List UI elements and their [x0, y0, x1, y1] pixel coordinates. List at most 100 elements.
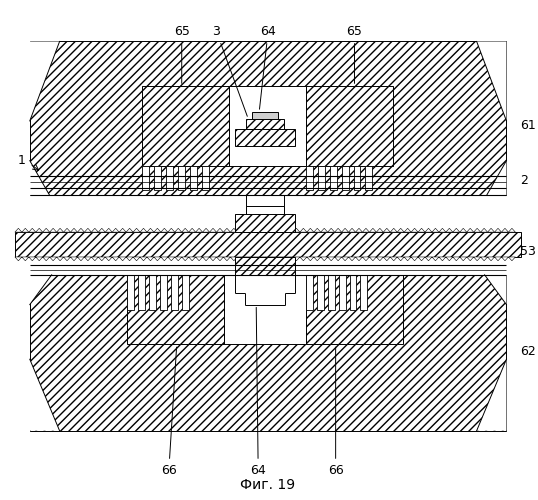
Polygon shape [36, 228, 43, 232]
Polygon shape [425, 228, 432, 232]
Polygon shape [377, 228, 383, 232]
Polygon shape [272, 257, 279, 261]
Polygon shape [363, 228, 370, 232]
Polygon shape [453, 257, 460, 261]
Polygon shape [265, 257, 272, 261]
Polygon shape [494, 257, 501, 261]
Polygon shape [182, 257, 189, 261]
Bar [306, 166, 313, 190]
Polygon shape [411, 257, 418, 261]
Polygon shape [286, 228, 293, 232]
Bar [154, 166, 161, 190]
Bar [138, 275, 145, 310]
Bar [246, 119, 284, 129]
Polygon shape [390, 257, 397, 261]
Polygon shape [487, 257, 494, 261]
Polygon shape [485, 275, 506, 304]
Polygon shape [501, 228, 508, 232]
Polygon shape [307, 228, 314, 232]
Polygon shape [501, 257, 508, 261]
Polygon shape [286, 257, 293, 261]
Polygon shape [63, 228, 70, 232]
Bar [328, 275, 335, 310]
Polygon shape [251, 228, 258, 232]
Bar [306, 275, 403, 344]
Text: 3: 3 [213, 25, 247, 116]
Polygon shape [377, 257, 383, 261]
Bar [246, 196, 284, 215]
Text: 64: 64 [259, 25, 276, 109]
Polygon shape [203, 228, 209, 232]
Bar [235, 129, 295, 146]
Text: 65: 65 [346, 25, 363, 84]
Text: 53: 53 [520, 246, 536, 258]
Polygon shape [390, 228, 397, 232]
Polygon shape [175, 228, 182, 232]
Polygon shape [480, 257, 487, 261]
Bar [224, 275, 306, 344]
Bar [160, 275, 167, 310]
Bar [190, 166, 196, 190]
Polygon shape [63, 257, 70, 261]
Polygon shape [244, 257, 251, 261]
Polygon shape [15, 228, 22, 232]
Bar [166, 166, 173, 190]
Polygon shape [161, 257, 168, 261]
Polygon shape [154, 228, 161, 232]
Polygon shape [168, 228, 175, 232]
Polygon shape [223, 228, 230, 232]
Polygon shape [404, 257, 411, 261]
Polygon shape [432, 228, 439, 232]
Polygon shape [473, 228, 480, 232]
Polygon shape [43, 228, 49, 232]
Polygon shape [36, 257, 43, 261]
Bar [30, 275, 506, 430]
Polygon shape [300, 257, 307, 261]
Polygon shape [321, 228, 328, 232]
Polygon shape [119, 257, 126, 261]
Polygon shape [230, 257, 237, 261]
Bar [306, 86, 393, 166]
Polygon shape [370, 257, 377, 261]
Polygon shape [126, 228, 133, 232]
Polygon shape [486, 160, 506, 196]
Polygon shape [133, 257, 140, 261]
Polygon shape [119, 228, 126, 232]
Polygon shape [77, 257, 84, 261]
Text: 1: 1 [18, 154, 26, 167]
Polygon shape [397, 228, 404, 232]
Polygon shape [467, 228, 473, 232]
Bar [365, 166, 372, 190]
Polygon shape [439, 257, 446, 261]
Polygon shape [30, 160, 49, 196]
Polygon shape [147, 257, 154, 261]
Polygon shape [29, 228, 36, 232]
Polygon shape [91, 257, 98, 261]
Polygon shape [209, 228, 216, 232]
Polygon shape [335, 257, 342, 261]
Polygon shape [279, 228, 286, 232]
Text: 66: 66 [328, 347, 344, 477]
Polygon shape [22, 257, 29, 261]
Polygon shape [70, 257, 77, 261]
Bar [252, 112, 278, 119]
Bar [306, 275, 313, 310]
Polygon shape [98, 228, 105, 232]
Polygon shape [30, 359, 60, 430]
Polygon shape [189, 228, 196, 232]
Polygon shape [383, 257, 390, 261]
Polygon shape [49, 228, 56, 232]
Polygon shape [84, 257, 91, 261]
Polygon shape [508, 228, 515, 232]
Bar [318, 166, 325, 190]
Polygon shape [251, 257, 258, 261]
Polygon shape [140, 257, 147, 261]
Text: 65: 65 [174, 25, 190, 84]
Polygon shape [439, 228, 446, 232]
Polygon shape [363, 257, 370, 261]
Polygon shape [480, 228, 487, 232]
Polygon shape [453, 228, 460, 232]
Polygon shape [216, 257, 223, 261]
Polygon shape [460, 257, 467, 261]
Polygon shape [397, 257, 404, 261]
